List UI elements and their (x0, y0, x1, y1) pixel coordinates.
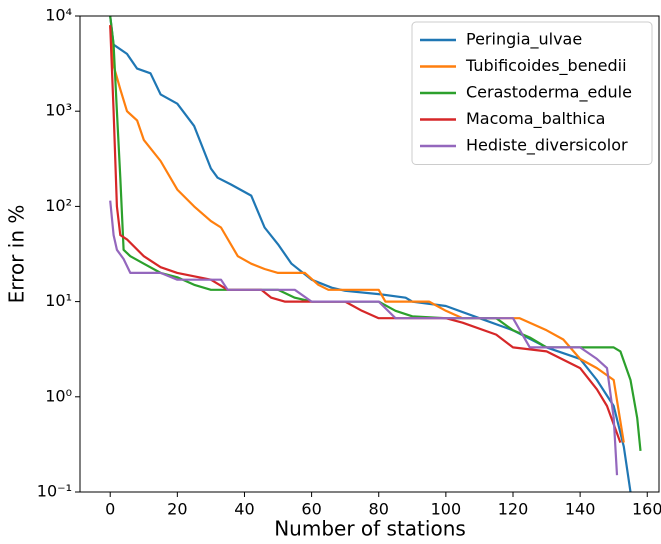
x-tick-label: 80 (369, 500, 389, 519)
y-tick-label: 10⁰ (45, 386, 72, 405)
x-axis-label: Number of stations (274, 517, 466, 541)
x-tick-label: 0 (105, 500, 115, 519)
line (109, 200, 619, 476)
y-tick-label: 10⁴ (45, 6, 72, 25)
legend-label: Macoma_balthica (466, 109, 605, 129)
legend-label: Tubificoides_benedii (465, 56, 627, 76)
legend-label: Hediste_diversicolor (466, 136, 628, 156)
plot-lines (109, 16, 642, 492)
x-tick-label: 40 (234, 500, 254, 519)
legend-box (411, 21, 653, 165)
y-tick-label: 10⁻¹ (37, 482, 72, 501)
y-tick-label: 10³ (45, 101, 72, 120)
y-axis-label: Error in % (5, 205, 29, 304)
y-tick-label: 10¹ (45, 291, 72, 310)
line (109, 25, 622, 443)
line (109, 25, 625, 443)
x-tick-label: 120 (498, 500, 529, 519)
x-tick-label: 20 (167, 500, 187, 519)
x-tick-label: 60 (301, 500, 321, 519)
x-tick-label: 100 (431, 500, 462, 519)
plot-frame (79, 15, 660, 493)
y-tick-label: 10² (45, 196, 72, 215)
legend-label: Peringia_ulvae (466, 30, 582, 50)
legend-label: Cerastoderma_edule (466, 83, 632, 103)
x-tick-label: 140 (565, 500, 596, 519)
line (109, 16, 632, 492)
x-tick-label: 160 (632, 500, 661, 519)
